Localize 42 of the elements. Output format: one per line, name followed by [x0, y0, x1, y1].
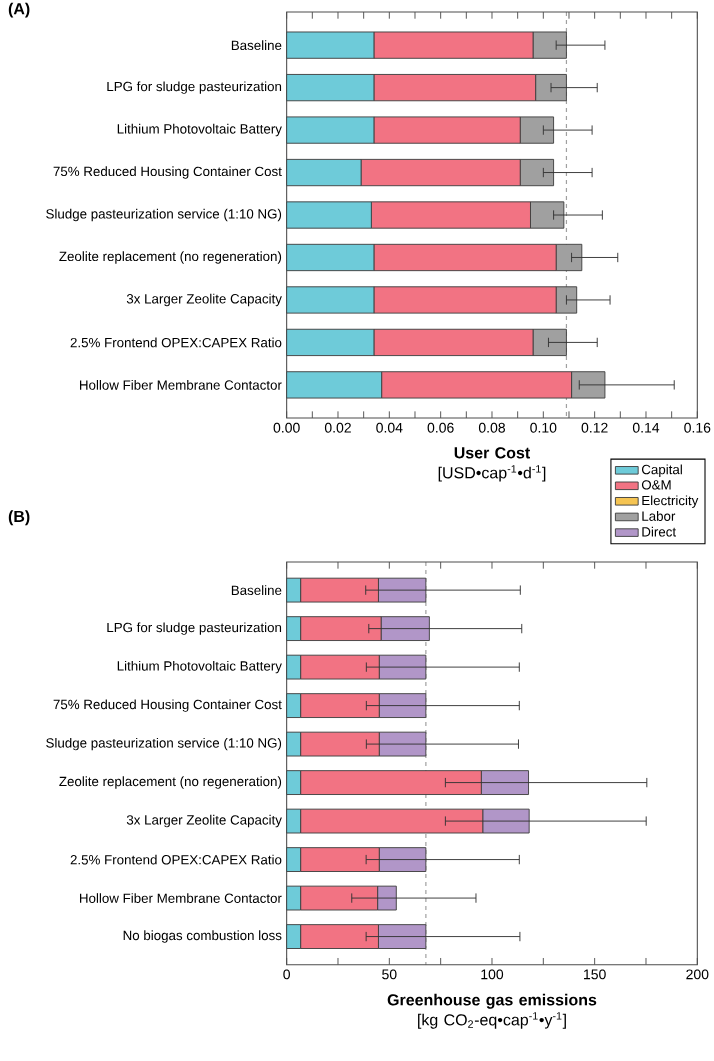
x-tick-label: 100	[481, 969, 504, 980]
y-tick-label: 3x Larger Zeolite Capacity	[126, 814, 282, 828]
x-tick-label: 0.00	[273, 422, 300, 433]
x-axis-title: Greenhouse gas emissions [kg CO$_{2}$-eq•cap$^{-1}$•y$^{-1}$]	[387, 993, 597, 1029]
y-tick-label: Zeolite replacement (no regeneration)	[59, 776, 282, 789]
y-tick-label: Baseline	[231, 585, 282, 596]
x-tick-label: 0.04	[376, 422, 403, 433]
y-tick-label: Sludge pasteurization service (1:10 NG)	[46, 737, 282, 751]
y-tick-label: 2.5% Frontend OPEX:CAPEX Ratio	[70, 854, 282, 865]
y-tick-label: LPG for sludge pasteurization	[107, 622, 282, 635]
y-tick-label: Lithium Photovoltaic Battery	[117, 123, 282, 137]
y-tick-label: 2.5% Frontend OPEX:CAPEX Ratio	[70, 337, 282, 348]
x-tick-label: 150	[584, 969, 606, 980]
y-tick-label: 75% Reduced Housing Container Cost	[53, 699, 282, 712]
x-tick-label: 0.16	[684, 422, 711, 433]
y-tick-label: Lithium Photovoltaic Battery	[117, 660, 282, 674]
y-tick-label: LPG for sludge pasteurization	[107, 81, 282, 94]
x-tick-label: 0.10	[530, 422, 557, 433]
y-tick-label: Sludge pasteurization service (1:10 NG)	[46, 208, 282, 222]
x-tick-label: 200	[686, 969, 709, 980]
x-tick-label: 0.12	[581, 422, 608, 433]
y-tick-label: Baseline	[231, 40, 282, 51]
legend-label: Electricity	[642, 495, 699, 508]
legend-label: Labor	[642, 511, 676, 521]
y-tick-label: 75% Reduced Housing Container Cost	[53, 166, 282, 179]
y-tick-label: Hollow Fiber Membrane Contactor	[80, 893, 282, 903]
x-tick-label: 0	[283, 969, 290, 980]
legend-label: O&M	[641, 480, 671, 490]
x-tick-label: 0.08	[478, 422, 505, 433]
x-tick-label: 0.14	[632, 422, 660, 433]
legend-label: Capital	[641, 464, 682, 477]
text: (A)	[8, 2, 30, 18]
text: (B)	[8, 510, 30, 526]
x-tick-label: 0.06	[427, 422, 454, 433]
x-tick-label: 0.02	[324, 422, 351, 433]
y-tick-label: 3x Larger Zeolite Capacity	[126, 293, 282, 307]
y-tick-label: No biogas combustion loss	[123, 930, 282, 943]
x-tick-label: 50	[382, 969, 397, 980]
y-tick-label: Hollow Fiber Membrane Contactor	[80, 379, 282, 390]
y-tick-label: Zeolite replacement (no regeneration)	[59, 251, 282, 264]
x-axis-title: User Cost [USD•cap$^{-1}$•d$^{-1}$]	[438, 447, 546, 482]
legend-label: Direct	[642, 526, 677, 537]
